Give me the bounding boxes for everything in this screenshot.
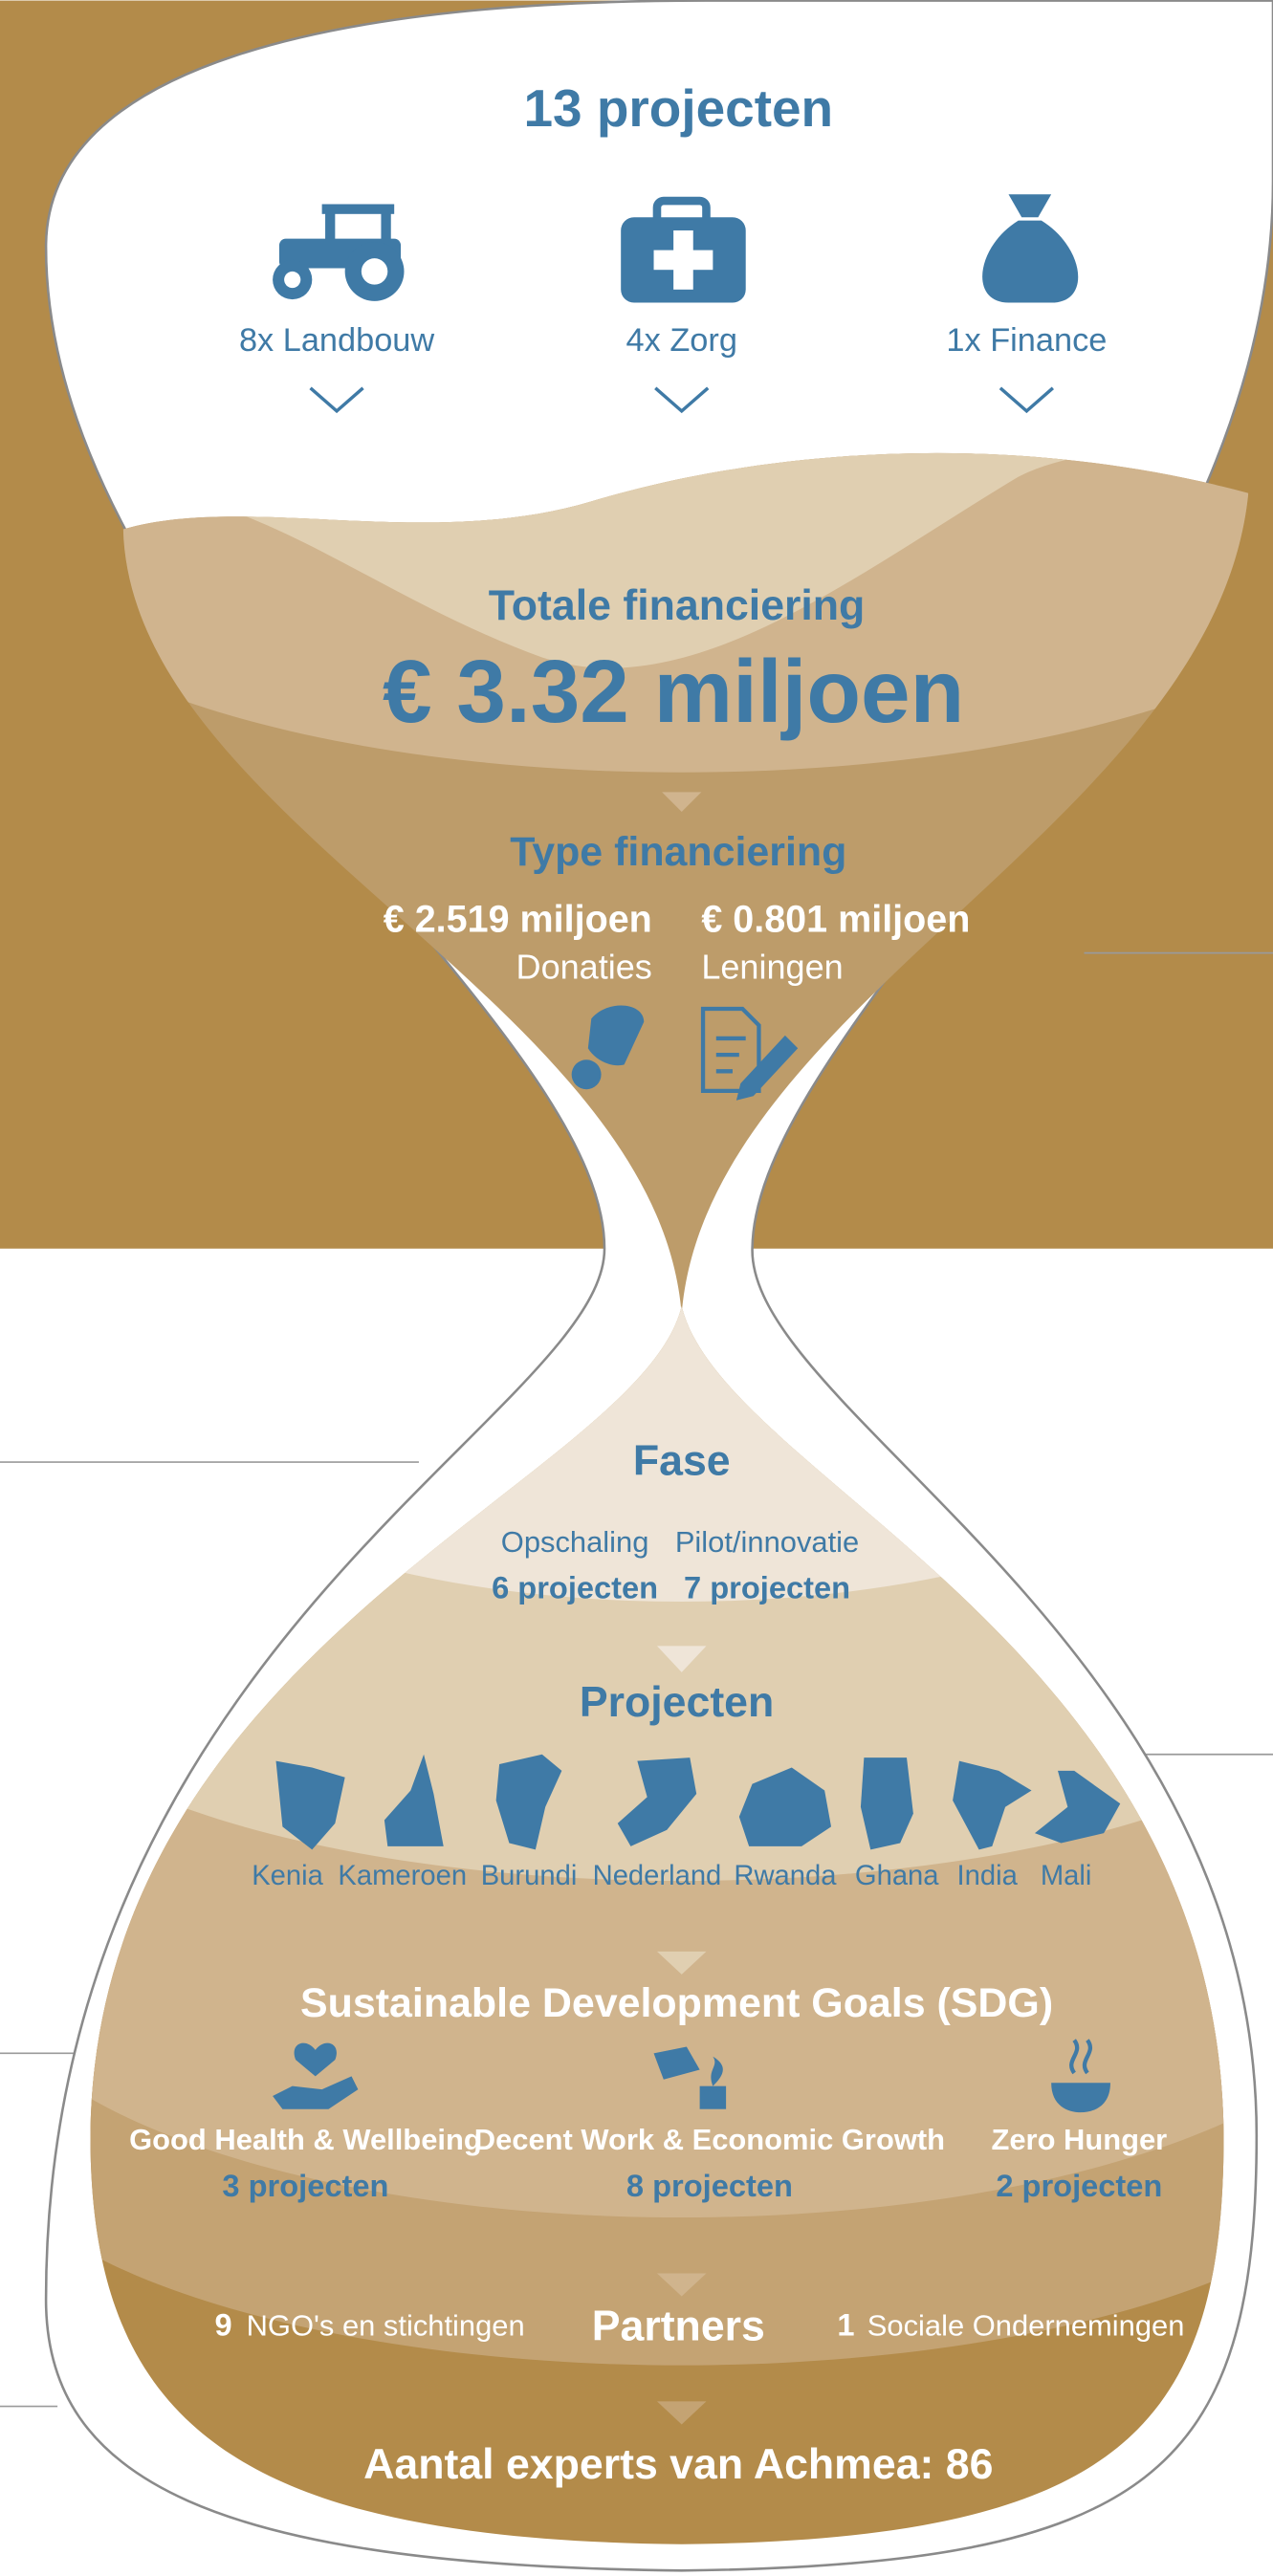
sector-label: 8x Landbouw [239,322,434,359]
growth-icon [653,2046,727,2109]
decor-lines [0,951,1273,2408]
country-label: Rwanda [734,1861,837,1891]
phase-count: 6 projecten [492,1570,658,1605]
phase-count: 7 projecten [684,1570,850,1605]
country-label: Kameroen [338,1861,467,1891]
country-label: India [957,1861,1019,1891]
financing-label: Donaties [516,947,652,986]
phase-heading: Fase [633,1438,731,1485]
title: 13 projecten [523,78,833,138]
sdg-label: Zero Hunger [991,2123,1167,2156]
country-label: Mali [1041,1861,1092,1891]
partners-heading: Partners [592,2303,765,2350]
divider-arrows [656,1646,707,2425]
financing-heading: Type financiering [510,829,846,875]
country-label: Nederland [593,1861,722,1891]
sdg-count: 2 projecten [996,2168,1162,2203]
financing-label: Leningen [701,947,843,986]
partner-label: NGO's en stichtingen [247,2308,525,2342]
total-heading: Totale financiering [489,582,866,629]
partner-label: Sociale Ondernemingen [867,2308,1185,2342]
hunger-icon [1051,2039,1110,2113]
countries-heading: Projecten [580,1679,774,1726]
sdg-count: 3 projecten [222,2168,388,2203]
sdg-label: Good Health & Wellbeing [129,2123,482,2156]
country-label: Ghana [855,1861,939,1891]
financing-amount: € 0.801 miljoen [701,898,970,940]
divider-arrow [662,792,702,812]
sdg-label: Decent Work & Economic Growth [474,2123,945,2156]
moneybag-icon [982,194,1079,303]
loan-icon [700,1006,799,1101]
total-amount: € 3.32 miljoen [383,642,964,741]
medical-icon [621,196,746,303]
phase-label: Pilot/innovatie [675,1525,859,1559]
experts: Aantal experts van Achmea: 86 [363,2441,993,2488]
chevrons [309,386,1054,414]
phase-label: Opschaling [501,1525,649,1559]
donation-icon [571,1005,645,1090]
sdg-count: 8 projecten [626,2168,793,2203]
country-shapes [275,1754,1121,1850]
health-icon [273,2042,359,2109]
partner-count: 9 [214,2307,231,2343]
sdg-heading: Sustainable Development Goals (SDG) [300,1980,1053,2026]
partner-count: 1 [837,2307,854,2343]
sector-label: 4x Zorg [626,322,737,359]
country-label: Burundi [481,1861,578,1891]
sector-label: 1x Finance [946,322,1107,359]
country-label: Kenia [252,1861,323,1891]
financing-amount: € 2.519 miljoen [384,898,652,940]
